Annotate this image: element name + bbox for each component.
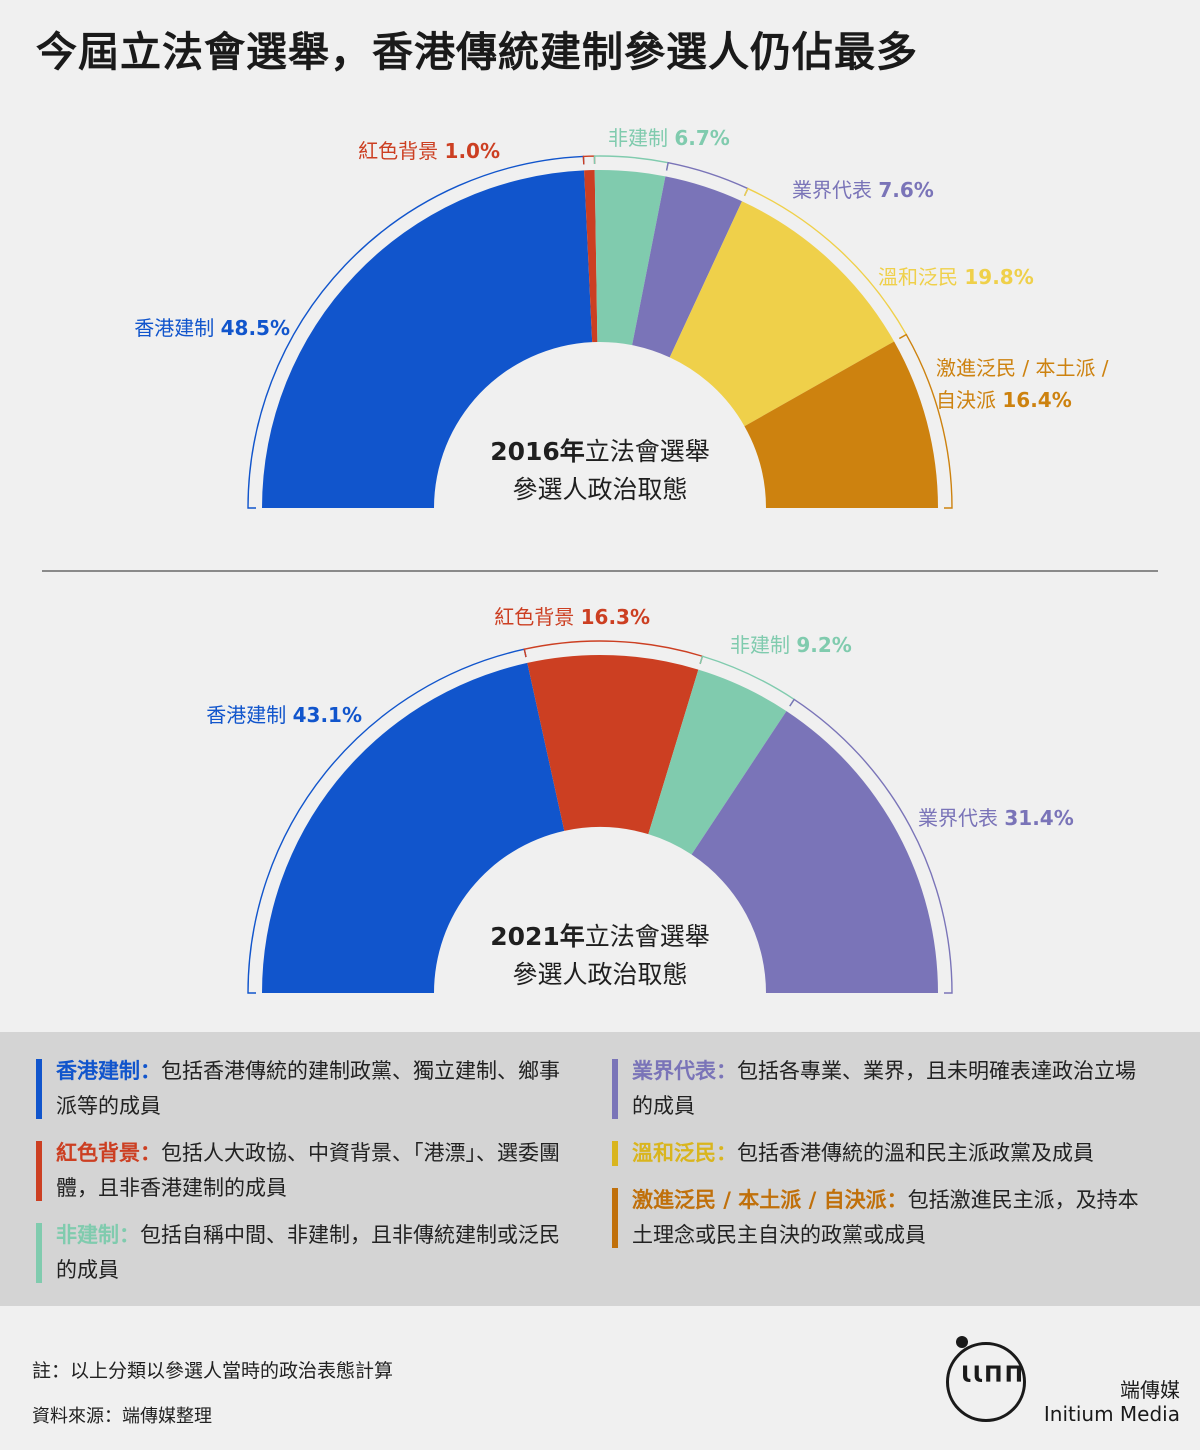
segment-name: 香港建制 bbox=[206, 703, 292, 727]
legend-item-non-establishment: 非建制：包括自稱中間、非建制，且非傳統建制或泛民的成員 bbox=[36, 1218, 576, 1288]
center-title-2016: 立法會選舉 bbox=[584, 437, 710, 466]
brand-name-en: Initium Media bbox=[1043, 1402, 1180, 1426]
legend-item-hk-establishment: 香港建制：包括香港傳統的建制政黨、獨立建制、鄉事派等的成員 bbox=[36, 1054, 576, 1124]
legend-term: 溫和泛民： bbox=[632, 1141, 737, 1165]
center-title-2021: 立法會選舉 bbox=[584, 922, 710, 951]
legend-term: 業界代表： bbox=[632, 1059, 737, 1083]
legend-item-red-background: 紅色背景：包括人大政協、中資背景、「港漂」、選委團體，且非香港建制的成員 bbox=[36, 1136, 576, 1206]
segment-bracket-2021-1 bbox=[523, 640, 704, 665]
segment-value: 31.4% bbox=[1004, 806, 1073, 830]
donut-chart-2016: 香港建制 48.5% 紅色背景 1.0% 非建制 6.7% 業界代表 7.6% 溫和泛民… bbox=[134, 126, 1109, 509]
segment-value: 48.5% bbox=[221, 316, 290, 340]
donut-segment-2016-0 bbox=[262, 170, 593, 508]
donut-segment-2016-2 bbox=[594, 170, 666, 346]
segment-label-line2-2016-5: 自決派 16.4% bbox=[936, 388, 1072, 412]
legend-column-right: 業界代表：包括各專業、業界，且未明確表達政治立場的成員 溫和泛民：包括香港傳統的… bbox=[612, 1054, 1152, 1265]
section-divider bbox=[42, 570, 1158, 572]
center-label-2016: 2016年立法會選舉 參選人政治取態 bbox=[420, 433, 780, 509]
segment-name: 溫和泛民 bbox=[878, 265, 964, 289]
donut-segment-2016-4 bbox=[669, 201, 895, 427]
chart-2016: 香港建制 48.5% 紅色背景 1.0% 非建制 6.7% 業界代表 7.6% 溫和泛民… bbox=[0, 120, 1200, 520]
legend-color-bar bbox=[612, 1059, 618, 1119]
legend-desc: 包括激進民主派，及持本土理念或民主自決的政黨或成員 bbox=[632, 1188, 1139, 1247]
legend-item-moderate-democrats: 溫和泛民：包括香港傳統的溫和民主派政黨及成員 bbox=[612, 1136, 1152, 1171]
legend-color-bar bbox=[36, 1141, 42, 1201]
segment-value: 6.7% bbox=[674, 126, 729, 150]
source-note: 資料來源：端傳媒整理 bbox=[32, 1406, 212, 1427]
legend-term: 非建制： bbox=[56, 1223, 140, 1247]
segment-name: 非建制 bbox=[730, 633, 796, 657]
segment-name: 非建制 bbox=[608, 126, 674, 150]
legend-color-bar bbox=[612, 1141, 618, 1166]
segment-label-2016-3: 業界代表 7.6% bbox=[792, 178, 934, 202]
segment-bracket-2016-5 bbox=[898, 333, 953, 509]
segment-name: 激進泛民 / 本土派 / bbox=[936, 356, 1109, 380]
legend-column-left: 香港建制：包括香港傳統的建制政黨、獨立建制、鄉事派等的成員 紅色背景：包括人大政… bbox=[36, 1054, 576, 1300]
legend-desc: 包括人大政協、中資背景、「港漂」、選委團體，且非香港建制的成員 bbox=[56, 1141, 560, 1200]
segment-bracket-2016-2 bbox=[593, 155, 669, 171]
segment-bracket-2016-0 bbox=[247, 155, 585, 509]
chart-2021: 香港建制 43.1% 紅色背景 16.3% 非建制 9.2% 業界代表 31.4% 2… bbox=[0, 600, 1200, 1000]
segment-label-2016-5: 激進泛民 / 本土派 / bbox=[936, 356, 1109, 380]
segment-value: 7.6% bbox=[878, 178, 933, 202]
segment-value: 9.2% bbox=[796, 633, 851, 657]
legend-term: 紅色背景： bbox=[56, 1141, 161, 1165]
segment-label-2021-0: 香港建制 43.1% bbox=[206, 703, 362, 727]
center-year-2016: 2016年 bbox=[490, 437, 585, 466]
segment-label-2021-2: 非建制 9.2% bbox=[730, 633, 852, 657]
donut-segment-2021-0 bbox=[262, 662, 565, 993]
segment-bracket-2016-4 bbox=[743, 187, 908, 340]
donut-segment-2021-1 bbox=[527, 655, 699, 835]
segment-label-2016-0: 香港建制 48.5% bbox=[134, 316, 290, 340]
segment-value: 1.0% bbox=[445, 139, 500, 163]
segment-label-2021-1: 紅色背景 16.3% bbox=[494, 605, 650, 629]
segment-value: 16.3% bbox=[581, 605, 650, 629]
segment-name: 紅色背景 bbox=[358, 139, 444, 163]
legend-color-bar bbox=[612, 1188, 618, 1248]
segment-value: 19.8% bbox=[964, 265, 1033, 289]
legend-color-bar bbox=[36, 1223, 42, 1283]
donut-segment-2016-5 bbox=[744, 341, 938, 508]
segment-label-2016-4: 溫和泛民 19.8% bbox=[878, 265, 1034, 289]
segment-name: 業界代表 bbox=[792, 178, 878, 202]
legend-desc: 包括自稱中間、非建制，且非傳統建制或泛民的成員 bbox=[56, 1223, 560, 1282]
donut-segment-2016-1 bbox=[584, 170, 598, 343]
donut-segment-2021-2 bbox=[648, 669, 787, 855]
donut-segment-2016-3 bbox=[632, 176, 742, 358]
segment-label-2021-3: 業界代表 31.4% bbox=[918, 806, 1074, 830]
center-subtitle-2021: 參選人政治取態 bbox=[512, 960, 688, 989]
legend-panel: 香港建制：包括香港傳統的建制政黨、獨立建制、鄉事派等的成員 紅色背景：包括人大政… bbox=[0, 1032, 1200, 1306]
segment-name: 業界代表 bbox=[918, 806, 1004, 830]
donut-chart-2021: 香港建制 43.1% 紅色背景 16.3% 非建制 9.2% 業界代表 31.4% bbox=[206, 605, 1074, 994]
legend-color-bar bbox=[36, 1059, 42, 1119]
page-title: 今屆立法會選舉，香港傳統建制參選人仍佔最多 bbox=[36, 28, 918, 76]
legend-term: 激進泛民 / 本土派 / 自決派： bbox=[632, 1188, 908, 1212]
segment-value: 16.4% bbox=[1002, 388, 1071, 412]
legend-desc: 包括香港傳統的溫和民主派政黨及成員 bbox=[737, 1141, 1094, 1165]
center-label-2021: 2021年立法會選舉 參選人政治取態 bbox=[420, 918, 780, 994]
logo-dot-icon bbox=[956, 1336, 968, 1348]
initium-logo-icon bbox=[946, 1342, 1026, 1422]
segment-bracket-2016-1 bbox=[582, 155, 596, 165]
donut-segment-2021-3 bbox=[691, 711, 938, 993]
segment-label-2016-2: 非建制 6.7% bbox=[608, 126, 730, 150]
center-subtitle-2016: 參選人政治取態 bbox=[512, 475, 688, 504]
segment-name-line2: 自決派 bbox=[936, 388, 1002, 412]
footer: 註：以上分類以參選人當時的政治表態計算 資料來源：端傳媒整理 ƖƖΠΠ 端傳媒 … bbox=[0, 1306, 1200, 1450]
brand-name-cn: 端傳媒 bbox=[1120, 1378, 1180, 1402]
segment-value: 43.1% bbox=[293, 703, 362, 727]
segment-bracket-2021-3 bbox=[789, 698, 953, 994]
legend-item-industry: 業界代表：包括各專業、業界，且未明確表達政治立場的成員 bbox=[612, 1054, 1152, 1124]
segment-label-2016-1: 紅色背景 1.0% bbox=[358, 139, 500, 163]
center-year-2021: 2021年 bbox=[490, 922, 585, 951]
logo-mark: ƖƖΠΠ bbox=[961, 1363, 1025, 1388]
legend-term: 香港建制： bbox=[56, 1059, 161, 1083]
segment-name: 紅色背景 bbox=[494, 605, 580, 629]
legend-item-radical-localist: 激進泛民 / 本土派 / 自決派：包括激進民主派，及持本土理念或民主自決的政黨或… bbox=[612, 1183, 1152, 1253]
legend-desc: 包括香港傳統的建制政黨、獨立建制、鄉事派等的成員 bbox=[56, 1059, 560, 1118]
segment-name: 香港建制 bbox=[134, 316, 220, 340]
legend-desc: 包括各專業、業界，且未明確表達政治立場的成員 bbox=[632, 1059, 1136, 1118]
footnote: 註：以上分類以參選人當時的政治表態計算 bbox=[32, 1360, 394, 1382]
segment-bracket-2021-0 bbox=[247, 648, 527, 994]
